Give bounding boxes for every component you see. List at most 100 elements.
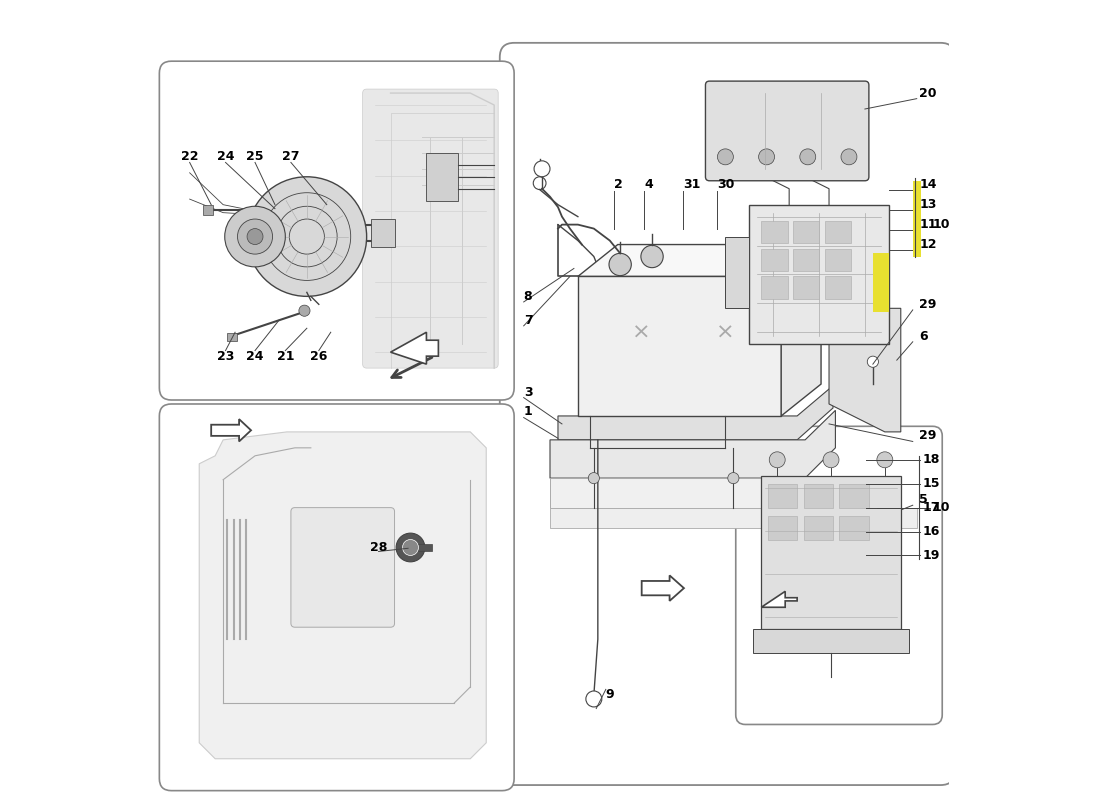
Text: 17: 17	[922, 501, 939, 514]
Circle shape	[534, 177, 546, 190]
Circle shape	[717, 149, 734, 165]
Polygon shape	[558, 386, 833, 440]
Text: a passion for parts: a passion for parts	[408, 579, 692, 667]
Bar	[761, 277, 788, 298]
Circle shape	[224, 206, 285, 267]
Bar	[725, 237, 749, 308]
Bar	[761, 249, 788, 271]
Polygon shape	[829, 308, 901, 432]
Text: 29: 29	[920, 430, 936, 442]
Bar	[761, 476, 901, 630]
Bar	[913, 181, 921, 257]
Text: 10: 10	[933, 218, 950, 231]
Polygon shape	[805, 65, 834, 137]
Text: 31: 31	[683, 178, 701, 191]
Bar	[825, 277, 851, 298]
Circle shape	[403, 539, 418, 555]
FancyBboxPatch shape	[160, 404, 514, 790]
Text: 13: 13	[920, 198, 936, 211]
Bar	[825, 221, 851, 243]
Polygon shape	[865, 65, 893, 137]
Text: 16: 16	[922, 525, 939, 538]
Polygon shape	[884, 65, 913, 137]
Polygon shape	[550, 508, 916, 527]
Circle shape	[769, 452, 785, 468]
FancyBboxPatch shape	[290, 508, 395, 627]
Circle shape	[271, 204, 284, 217]
Text: 29: 29	[920, 298, 936, 311]
Text: 14: 14	[920, 178, 936, 191]
Bar	[793, 221, 820, 243]
Circle shape	[867, 356, 879, 367]
Polygon shape	[781, 245, 821, 416]
Bar	[803, 484, 833, 508]
Bar	[793, 277, 820, 298]
Text: 28: 28	[370, 541, 387, 554]
Text: 25: 25	[246, 150, 264, 163]
Bar	[839, 515, 869, 539]
Text: 21: 21	[276, 350, 294, 362]
Bar	[825, 249, 851, 271]
Polygon shape	[578, 245, 821, 277]
Text: 22: 22	[180, 150, 198, 163]
Text: 1: 1	[524, 406, 532, 418]
Text: 12: 12	[920, 238, 936, 251]
Circle shape	[396, 533, 425, 562]
Text: 19: 19	[922, 549, 939, 562]
Bar	[768, 515, 798, 539]
Polygon shape	[390, 332, 439, 364]
Bar	[803, 515, 833, 539]
Text: ×: ×	[632, 322, 651, 342]
Text: 20: 20	[920, 86, 936, 99]
Text: 10: 10	[933, 501, 950, 514]
Bar	[754, 630, 909, 653]
Circle shape	[586, 691, 602, 707]
Bar	[768, 484, 798, 508]
Bar	[415, 543, 432, 551]
Polygon shape	[845, 65, 873, 137]
Text: 2: 2	[614, 178, 623, 191]
Text: 9: 9	[606, 689, 615, 702]
Polygon shape	[578, 277, 781, 416]
Text: 8: 8	[524, 290, 532, 303]
FancyBboxPatch shape	[363, 89, 498, 368]
Text: 18: 18	[922, 454, 939, 466]
Circle shape	[842, 149, 857, 165]
Polygon shape	[761, 591, 798, 607]
Bar	[839, 484, 869, 508]
Text: 23: 23	[217, 350, 234, 362]
Circle shape	[248, 177, 366, 296]
FancyBboxPatch shape	[736, 426, 943, 725]
Bar	[371, 219, 395, 247]
Polygon shape	[550, 478, 901, 508]
Text: 24: 24	[217, 150, 234, 163]
Bar	[227, 333, 236, 341]
Text: 6: 6	[920, 330, 927, 342]
Polygon shape	[550, 410, 835, 478]
Bar	[793, 249, 820, 271]
Text: 26: 26	[310, 350, 328, 362]
Text: 3: 3	[524, 386, 532, 398]
Bar	[204, 206, 212, 215]
FancyBboxPatch shape	[160, 61, 514, 400]
Text: 4: 4	[645, 178, 652, 191]
Circle shape	[728, 473, 739, 484]
Circle shape	[759, 149, 774, 165]
Bar	[427, 153, 459, 201]
Text: 11: 11	[920, 218, 936, 231]
Polygon shape	[199, 432, 486, 758]
Polygon shape	[825, 65, 854, 137]
Bar	[749, 205, 889, 344]
Text: 27: 27	[283, 150, 299, 163]
Text: 30: 30	[717, 178, 735, 191]
Text: 7: 7	[524, 314, 532, 326]
Text: ×: ×	[716, 322, 735, 342]
Circle shape	[535, 161, 550, 177]
Circle shape	[800, 149, 816, 165]
Text: 5: 5	[920, 493, 928, 506]
Circle shape	[823, 452, 839, 468]
FancyBboxPatch shape	[705, 81, 869, 181]
Circle shape	[588, 473, 600, 484]
Circle shape	[609, 254, 631, 276]
Circle shape	[877, 452, 893, 468]
